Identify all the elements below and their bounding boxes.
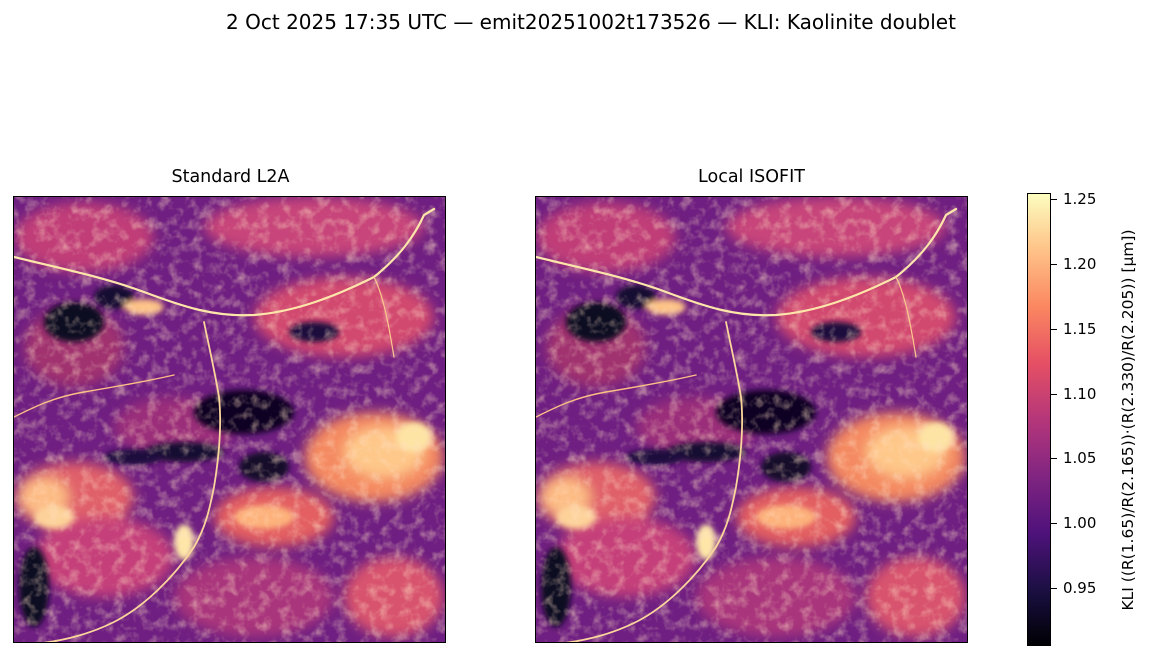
colorbar-tick xyxy=(1051,588,1057,589)
colorbar-tick-label: 1.20 xyxy=(1063,255,1097,273)
colorbar-tick-label: 1.15 xyxy=(1063,320,1097,338)
colorbar-tick xyxy=(1051,329,1057,330)
colorbar-tick-label: 1.10 xyxy=(1063,385,1097,403)
colorbar-tick-label: 1.25 xyxy=(1063,190,1097,208)
colorbar-tick xyxy=(1051,458,1057,459)
panel-title-local-isofit: Local ISOFIT xyxy=(698,167,805,187)
figure-title: 2 Oct 2025 17:35 UTC — emit20251002t1735… xyxy=(226,10,956,34)
colorbar-tick xyxy=(1051,394,1057,395)
colorbar-tick xyxy=(1051,199,1057,200)
colorbar xyxy=(1027,193,1051,646)
colorbar-tick xyxy=(1051,264,1057,265)
colorbar-tick-label: 0.95 xyxy=(1063,579,1097,597)
kli-map-image xyxy=(14,197,445,642)
kli-map-standard-l2a xyxy=(13,196,446,643)
colorbar-tick xyxy=(1051,523,1057,524)
colorbar-label: KLI ((R(1.65)/R(2.165))·(R(2.330)/R(2.20… xyxy=(1119,229,1137,611)
colorbar-tick-label: 1.00 xyxy=(1063,514,1097,532)
panel-title-standard-l2a: Standard L2A xyxy=(171,167,290,187)
colorbar-tick-label: 1.05 xyxy=(1063,449,1097,467)
kli-map-image xyxy=(536,197,967,642)
kli-map-local-isofit xyxy=(535,196,968,643)
